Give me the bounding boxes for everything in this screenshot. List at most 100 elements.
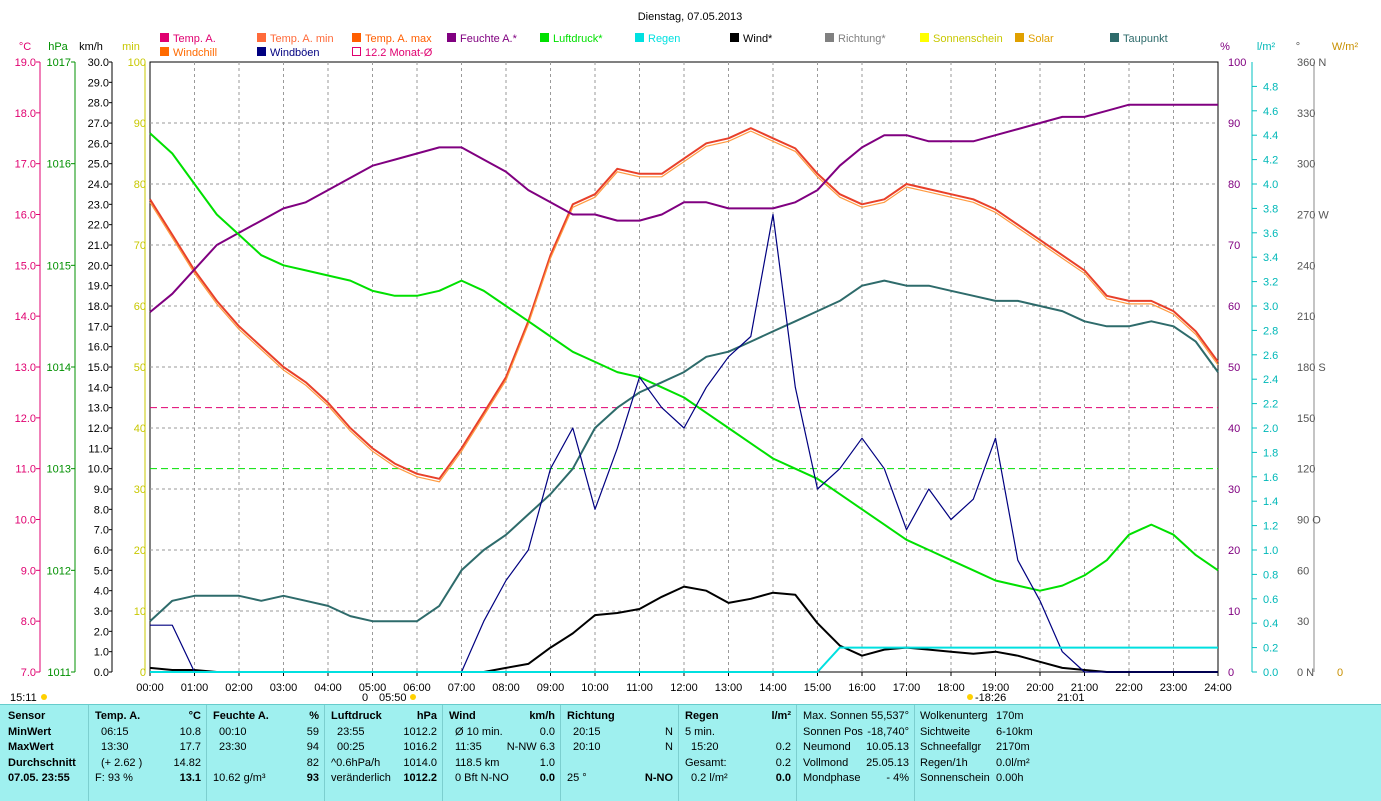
- y-tick-wind: 17.0: [88, 321, 109, 333]
- legend-swatch: [257, 47, 266, 56]
- stats-value: 0.2: [775, 756, 791, 769]
- stats-unit: l/m²: [771, 710, 791, 722]
- stats-value: 1014.0: [403, 756, 437, 769]
- stats-time: 23:55: [337, 725, 365, 738]
- stats-header: Temp. A.: [95, 710, 141, 722]
- y-tick-direction: 270 W: [1297, 210, 1329, 222]
- x-tick-label: 12:00: [670, 682, 698, 694]
- y-tick-pressure: 1011: [47, 667, 71, 679]
- stats-value: 14.82: [173, 756, 201, 769]
- x-tick-label: 06:00: [403, 682, 431, 694]
- stats-row-label: Durchschnitt: [8, 756, 76, 769]
- y-tick-humidity: 70: [1228, 240, 1240, 252]
- y-tick-wind: 1.0: [94, 647, 109, 659]
- stats-sun-column: Max. Sonnen 55,537° Sonnen Pos -18,740° Ne…: [803, 709, 909, 787]
- x-tick-label: 24:00: [1204, 682, 1232, 694]
- y-tick-rain: 4.6: [1263, 106, 1278, 118]
- stats-label: Vollmond: [803, 756, 849, 769]
- stats-current-value: 1012.2: [403, 772, 437, 784]
- y-tick-pressure: 1014: [47, 362, 71, 374]
- x-tick-label: 05:00: [359, 682, 387, 694]
- time-marker-left: 15:11: [10, 692, 37, 704]
- y-tick-rain: 0.4: [1263, 618, 1278, 630]
- y-tick-humidity: 60: [1228, 301, 1240, 313]
- stats-time: 15:20: [691, 741, 719, 753]
- y-tick-minutes: 50: [134, 362, 146, 374]
- stats-value: 94: [306, 741, 319, 753]
- y-tick-humidity: 100: [1228, 57, 1246, 69]
- y-tick-wind: 23.0: [88, 199, 109, 211]
- stats-value: 10.8: [179, 725, 201, 738]
- stats-unit: km/h: [529, 710, 555, 722]
- y-tick-pressure: 1012: [47, 565, 71, 577]
- legend-swatch: [352, 33, 361, 42]
- x-tick-label: 13:00: [715, 682, 743, 694]
- stats-time: 11:35: [455, 741, 482, 753]
- y-tick-humidity: 20: [1228, 545, 1240, 557]
- x-tick-label: 17:00: [893, 682, 921, 694]
- y-tick-direction: 0 N: [1297, 667, 1314, 679]
- stats-value: 0.0l/m²: [996, 756, 1030, 769]
- stats-value: 55,537°: [870, 710, 909, 722]
- axis-unit-solar: W/m²: [1332, 41, 1359, 53]
- y-tick-rain: 4.8: [1263, 81, 1278, 93]
- stats-sensor-column: Sensor MinWert MaxWert Durchschnitt 07.0…: [8, 709, 88, 787]
- x-tick-label: 18:00: [937, 682, 965, 694]
- stats-current-value: 0.0: [539, 772, 555, 784]
- legend-label: Regen: [648, 33, 680, 45]
- legend-label: Temp. A. max: [365, 33, 432, 45]
- y-tick-wind: 29.0: [88, 77, 109, 89]
- y-tick-humidity: 40: [1228, 423, 1240, 435]
- stats-header: Sensor: [8, 710, 46, 722]
- y-tick-rain: 2.8: [1263, 325, 1278, 337]
- y-tick-rain: 0.8: [1263, 569, 1278, 581]
- stats-value: 2170m: [996, 741, 1030, 753]
- y-tick-humidity: 90: [1228, 118, 1240, 130]
- y-tick-wind: 10.0: [88, 464, 109, 476]
- y-tick-direction: 90 O: [1297, 515, 1321, 527]
- y-tick-temp: 8.0: [21, 616, 36, 628]
- legend-label: Taupunkt: [1123, 33, 1168, 45]
- series-line-taupunkt: [149, 279, 1219, 623]
- y-tick-direction: 210: [1297, 311, 1315, 323]
- y-tick-humidity: 50: [1228, 362, 1240, 374]
- stats-row-label: MaxWert: [8, 741, 54, 753]
- y-tick-temp: 19.0: [15, 57, 36, 69]
- y-tick-wind: 20.0: [88, 260, 109, 272]
- stats-value: 82: [306, 756, 319, 769]
- legend-swatch: [160, 33, 169, 42]
- stats-pressure-column: Luftdruck hPa 23:55 1012.2 00:25 1016.2 ^0.…: [331, 709, 437, 787]
- y-tick-wind: 15.0: [88, 362, 109, 374]
- legend-swatch: [825, 33, 834, 42]
- x-tick-label: 02:00: [225, 682, 253, 694]
- y-tick-temp: 9.0: [21, 565, 36, 577]
- x-tick-label: 19:00: [982, 682, 1010, 694]
- y-tick-minutes: 70: [134, 240, 146, 252]
- legend-swatch: [540, 33, 549, 42]
- y-tick-rain: 4.0: [1263, 179, 1278, 191]
- legend-label: Windböen: [270, 47, 320, 59]
- stats-current-value: 13.1: [179, 772, 201, 784]
- axis-unit-rain: l/m²: [1257, 41, 1276, 53]
- stats-label: Regen/1h: [920, 756, 968, 769]
- y-tick-minutes: 10: [134, 606, 146, 618]
- legend-swatch: [1015, 33, 1024, 42]
- x-tick-label: 23:00: [1160, 682, 1188, 694]
- y-tick-minutes: 30: [134, 484, 146, 496]
- y-tick-temp: 7.0: [21, 667, 36, 679]
- y-tick-rain: 1.6: [1263, 472, 1278, 484]
- stats-note: F: 93 %: [95, 772, 133, 784]
- y-tick-minutes: 90: [134, 118, 146, 130]
- axis-unit-minutes: min: [122, 41, 140, 53]
- legend-swatch: [160, 47, 169, 56]
- legend-label: Richtung*: [838, 33, 886, 45]
- stats-current-value: 0.0: [775, 772, 791, 784]
- y-tick-wind: 16.0: [88, 342, 109, 354]
- y-tick-wind: 28.0: [88, 98, 109, 110]
- stats-note: Ø 10 min.: [455, 725, 503, 738]
- stats-label: Mondphase: [803, 772, 861, 784]
- y-tick-humidity: 10: [1228, 606, 1240, 618]
- y-tick-temp: 12.0: [15, 413, 36, 425]
- y-tick-rain: 3.6: [1263, 228, 1278, 240]
- y-tick-direction: 330: [1297, 108, 1315, 120]
